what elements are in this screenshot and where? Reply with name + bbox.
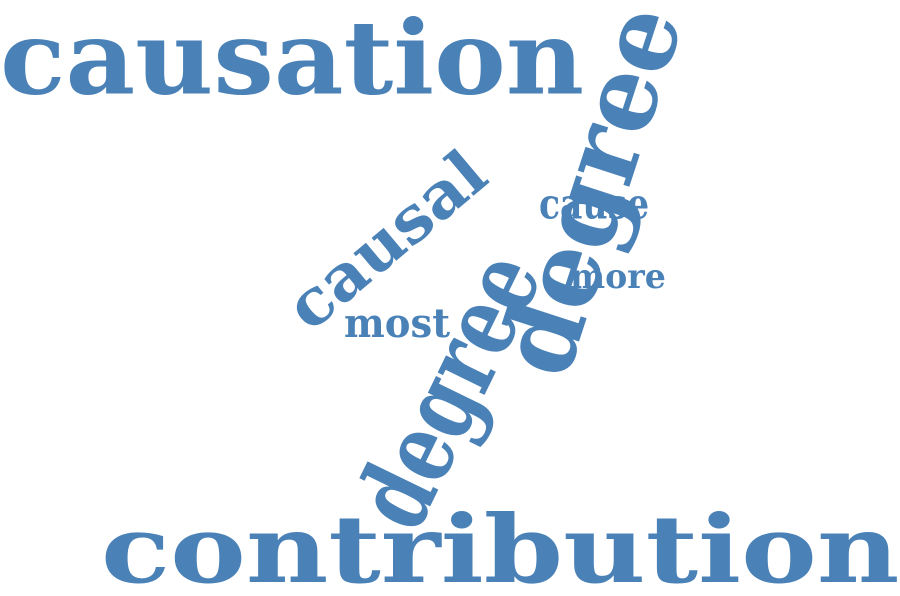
word-cause: cause	[539, 179, 650, 229]
word-contribution: contribution	[101, 493, 900, 596]
word-most: most	[344, 299, 450, 347]
word-causation: causation	[0, 0, 585, 119]
word-more: more	[570, 255, 666, 297]
